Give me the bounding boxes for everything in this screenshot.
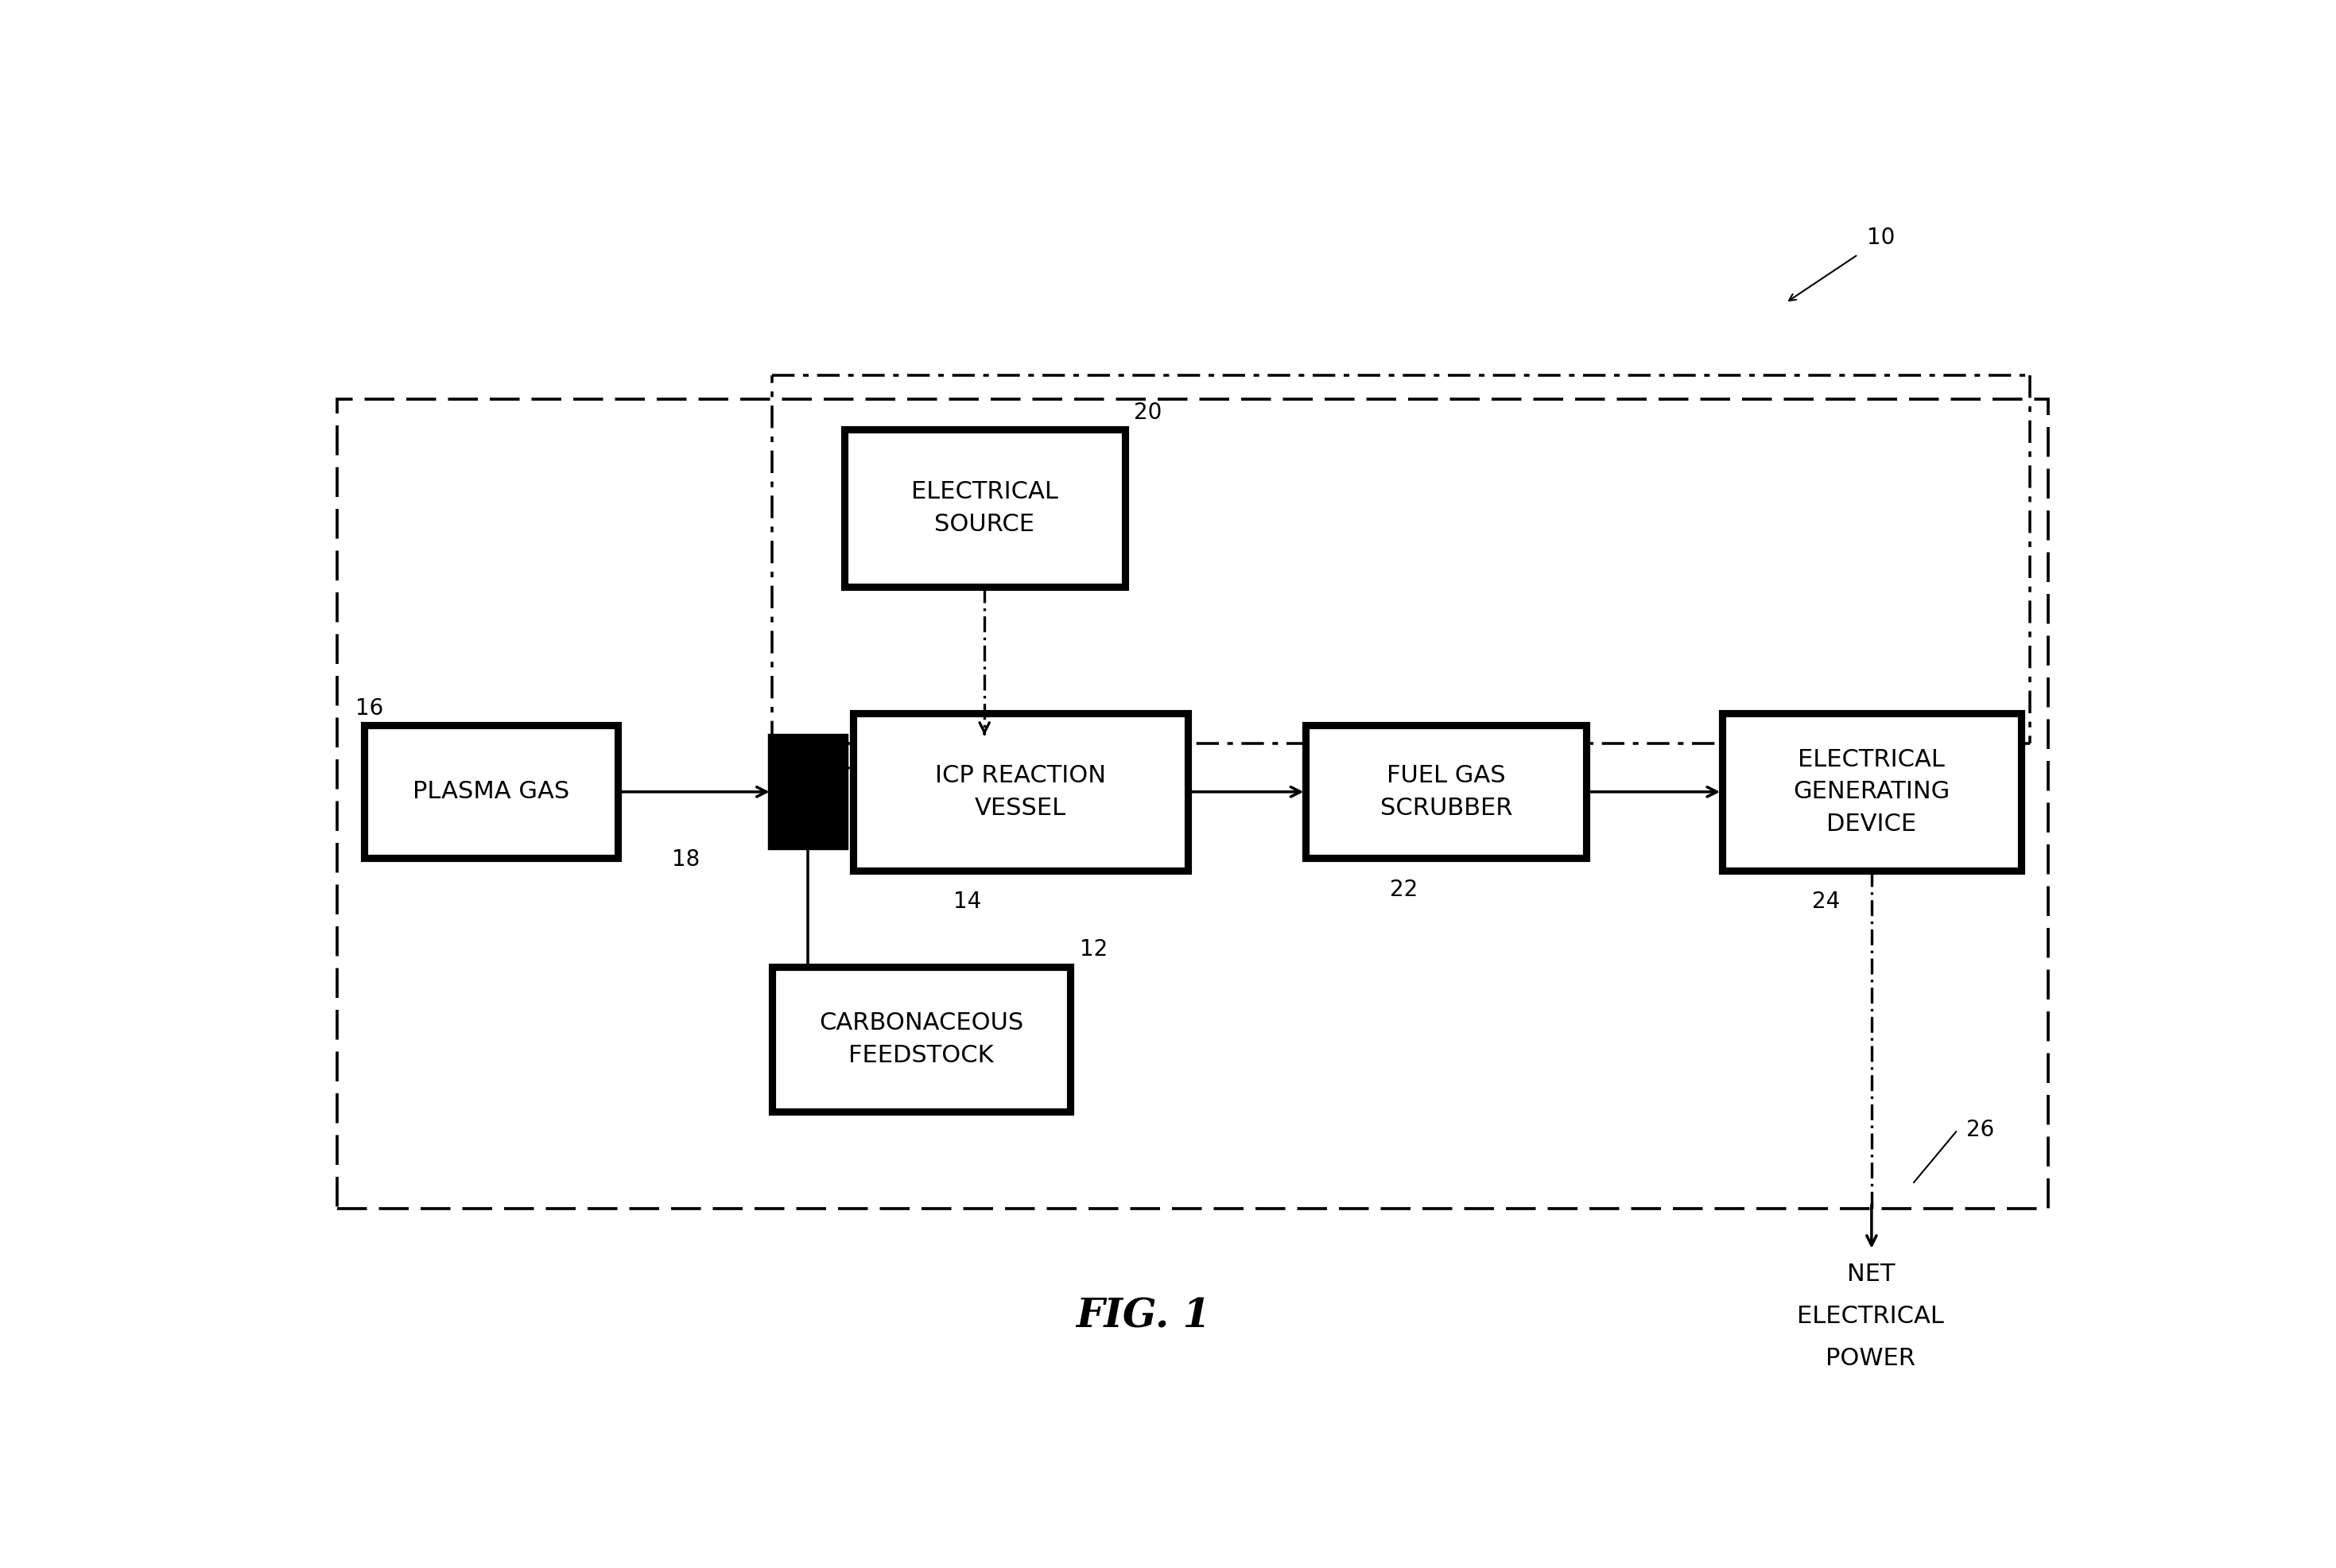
Text: FUEL GAS
SCRUBBER: FUEL GAS SCRUBBER: [1381, 764, 1511, 820]
Text: CARBONACEOUS
FEEDSTOCK: CARBONACEOUS FEEDSTOCK: [820, 1011, 1023, 1066]
Text: 12: 12: [1079, 939, 1107, 961]
Text: 20: 20: [1133, 401, 1161, 423]
Text: FIG. 1: FIG. 1: [1075, 1298, 1210, 1336]
Bar: [1306, 726, 1586, 858]
Text: 26: 26: [1967, 1120, 1995, 1142]
Bar: [336, 400, 2049, 1209]
Bar: [853, 713, 1189, 870]
Bar: [771, 737, 843, 847]
Text: 24: 24: [1813, 891, 1841, 913]
Text: 14: 14: [953, 891, 981, 913]
Text: ELECTRICAL
SOURCE: ELECTRICAL SOURCE: [911, 480, 1058, 536]
Text: ICP REACTION
VESSEL: ICP REACTION VESSEL: [934, 764, 1107, 820]
Bar: [771, 967, 1070, 1112]
Bar: [1722, 713, 2021, 870]
Text: 10: 10: [1866, 226, 1894, 249]
Text: POWER: POWER: [1827, 1347, 1916, 1370]
Text: 16: 16: [355, 698, 383, 720]
Bar: [843, 430, 1126, 586]
Text: ELECTRICAL: ELECTRICAL: [1796, 1305, 1944, 1328]
Text: ELECTRICAL
GENERATING
DEVICE: ELECTRICAL GENERATING DEVICE: [1794, 748, 1951, 836]
Text: 18: 18: [673, 848, 701, 870]
Bar: [364, 726, 617, 858]
Text: NET: NET: [1848, 1262, 1894, 1286]
Text: PLASMA GAS: PLASMA GAS: [413, 781, 570, 803]
Text: 22: 22: [1390, 878, 1418, 900]
